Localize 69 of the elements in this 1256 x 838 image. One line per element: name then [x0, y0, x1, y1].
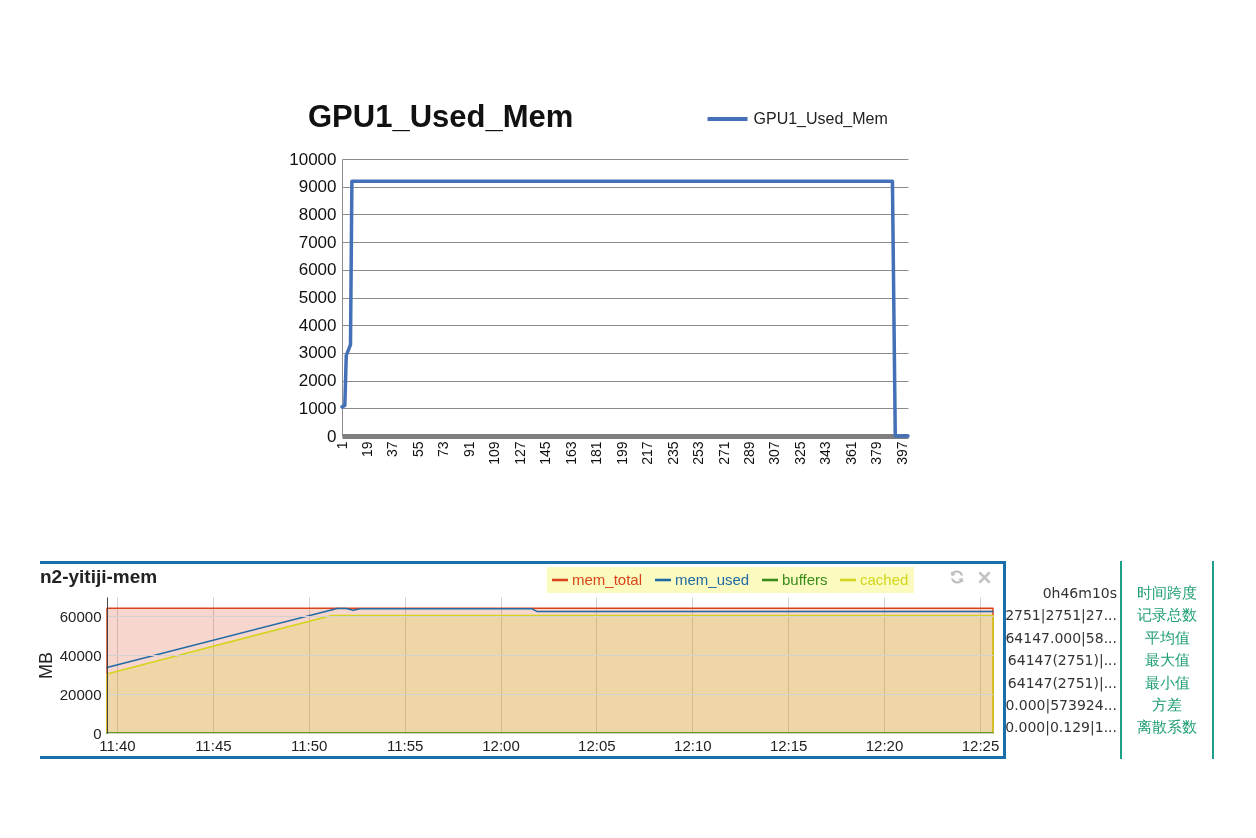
y-tick-label: 10000: [289, 149, 337, 169]
text: 64147(2751)|...: [1007, 673, 1117, 694]
x-tick-label: 253: [690, 441, 707, 465]
line-series: [340, 179, 910, 438]
x-tick-label: 12:05: [578, 736, 616, 754]
x-tick-label: 12:00: [482, 736, 520, 754]
legend-label: GPU1_Used_Mem: [753, 110, 888, 128]
y-tick-label: 20000: [59, 685, 102, 703]
x-tick-label: 37: [384, 441, 401, 458]
x-tick-label: 379: [868, 441, 885, 465]
x-tick-label: 73: [435, 441, 452, 458]
text: 64147(2751)|...: [1007, 651, 1117, 671]
y-tick-label: 4000: [298, 315, 337, 335]
text: 0.000|0.129|1...: [1005, 718, 1117, 738]
y-tick-label: 9000: [298, 177, 337, 197]
text: 时间跨度: [1136, 583, 1198, 604]
x-tick-label: 235: [664, 441, 681, 465]
y-tick-label: 0: [93, 724, 102, 742]
text: 平均值: [1143, 627, 1191, 649]
legend-label: mem_total: [572, 571, 643, 588]
x-tick-label: 343: [817, 441, 834, 465]
x-tick-label: 11:55: [386, 736, 424, 754]
text: 最小值: [1143, 672, 1191, 694]
text: 0.000|573924...: [1005, 696, 1117, 716]
line-series: [106, 607, 994, 669]
y-tick-label: 1000: [298, 398, 337, 418]
y-tick-label: 40000: [59, 646, 102, 664]
text: 最大值: [1143, 650, 1191, 672]
x-tick-label: 12:10: [674, 736, 712, 754]
y-tick-label: 3000: [298, 343, 337, 363]
y-tick-label: 2000: [298, 371, 337, 391]
y-tick-label: 8000: [298, 204, 337, 224]
y-axis-title: MB: [35, 652, 56, 679]
x-tick-label: 217: [639, 441, 656, 465]
chart-title: n2-yitiji-mem: [40, 566, 158, 587]
x-tick-label: 271: [715, 441, 732, 465]
x-tick-label: 12:25: [961, 736, 1000, 754]
chart-title: GPU1_Used_Mem: [308, 99, 574, 134]
text: 记录总数: [1136, 605, 1198, 627]
x-tick-label: 127: [511, 441, 528, 465]
text: 64147.000|58...: [1005, 628, 1117, 649]
y-tick-label: 60000: [59, 607, 102, 625]
legend-label: cached: [860, 571, 909, 588]
x-tick-label: 91: [460, 441, 477, 458]
x-tick-label: 11:50: [290, 736, 328, 754]
y-tick-label: 7000: [298, 232, 337, 252]
x-tick-label: 11:45: [195, 736, 232, 754]
legend-label: mem_used: [675, 571, 750, 588]
x-tick-label: 307: [766, 441, 783, 465]
x-tick-label: 12:20: [865, 736, 904, 754]
x-tick-label: 19: [358, 441, 375, 458]
x-tick-label: 325: [791, 441, 808, 465]
text: 0h46m10s: [1042, 584, 1117, 603]
x-tick-label: 55: [409, 441, 426, 458]
x-tick-label: 289: [741, 441, 758, 465]
x-tick-label: 361: [842, 441, 859, 465]
x-tick-label: 109: [486, 441, 503, 465]
x-tick-label: 12:15: [769, 736, 808, 754]
y-tick-label: 5000: [298, 288, 337, 307]
text: 方差: [1151, 695, 1183, 716]
text: 2751|2751|27...: [1005, 606, 1117, 626]
x-tick-label: 397: [893, 441, 910, 465]
text: 离散系数: [1136, 717, 1198, 739]
x-tick-label: 145: [537, 441, 554, 465]
x-tick-label: 163: [562, 441, 579, 465]
y-tick-label: 6000: [298, 260, 337, 280]
x-tick-label: 199: [613, 441, 630, 465]
x-tick-label: 181: [588, 441, 605, 465]
legend-label: buffers: [782, 571, 828, 588]
